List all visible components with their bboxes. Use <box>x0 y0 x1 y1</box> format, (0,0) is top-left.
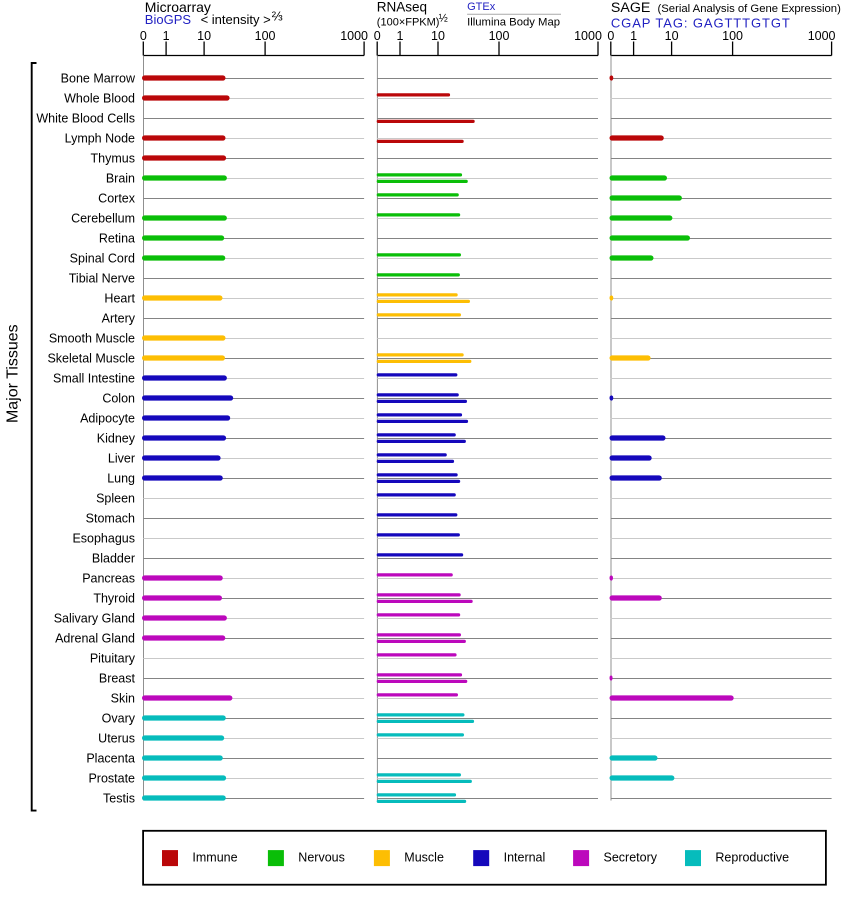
svg-text:0: 0 <box>607 29 614 43</box>
svg-text:RNAseq: RNAseq <box>377 0 427 15</box>
svg-text:Microarray: Microarray <box>145 0 211 15</box>
svg-text:Spinal Cord: Spinal Cord <box>70 252 135 266</box>
svg-text:Pancreas: Pancreas <box>82 572 135 586</box>
svg-text:White Blood Cells: White Blood Cells <box>36 112 135 126</box>
svg-text:1000: 1000 <box>340 29 368 43</box>
svg-text:Lymph Node: Lymph Node <box>65 132 135 146</box>
svg-text:Cerebellum: Cerebellum <box>71 212 135 226</box>
svg-text:Salivary Gland: Salivary Gland <box>54 612 135 626</box>
svg-text:Retina: Retina <box>99 232 135 246</box>
svg-text:Internal: Internal <box>504 851 546 865</box>
svg-text:GTEx: GTEx <box>467 1 496 13</box>
svg-text:1: 1 <box>163 29 170 43</box>
svg-text:1: 1 <box>397 29 404 43</box>
svg-text:Placenta: Placenta <box>86 752 135 766</box>
svg-text:Whole Blood: Whole Blood <box>64 92 135 106</box>
svg-text:1000: 1000 <box>808 29 836 43</box>
svg-text:100: 100 <box>255 29 276 43</box>
svg-text:BioGPS: BioGPS <box>145 12 192 27</box>
svg-text:Lung: Lung <box>107 472 135 486</box>
svg-text:Kidney: Kidney <box>97 432 136 446</box>
svg-text:Illumina Body Map: Illumina Body Map <box>467 17 560 29</box>
svg-text:Reproductive: Reproductive <box>715 851 789 865</box>
svg-text:Heart: Heart <box>104 292 135 306</box>
svg-text:Muscle: Muscle <box>404 851 444 865</box>
svg-text:< intensity >: < intensity > <box>201 12 271 27</box>
svg-text:Ovary: Ovary <box>102 712 136 726</box>
svg-text:Testis: Testis <box>103 792 135 806</box>
svg-text:10: 10 <box>665 29 679 43</box>
svg-text:Small Intestine: Small Intestine <box>53 372 135 386</box>
svg-text:Skeletal Muscle: Skeletal Muscle <box>47 352 135 366</box>
svg-text:Spleen: Spleen <box>96 492 135 506</box>
svg-text:Thymus: Thymus <box>91 152 135 166</box>
svg-text:100: 100 <box>489 29 510 43</box>
svg-text:½: ½ <box>439 12 448 24</box>
svg-text:Nervous: Nervous <box>298 851 345 865</box>
svg-text:1: 1 <box>630 29 637 43</box>
svg-text:Adrenal Gland: Adrenal Gland <box>55 632 135 646</box>
svg-text:Bladder: Bladder <box>92 552 135 566</box>
svg-text:(100×FPKM): (100×FPKM) <box>377 17 440 29</box>
svg-text:Liver: Liver <box>108 452 135 466</box>
svg-text:Brain: Brain <box>106 172 135 186</box>
svg-text:Stomach: Stomach <box>86 512 135 526</box>
svg-text:Tibial Nerve: Tibial Nerve <box>69 272 135 286</box>
svg-text:Artery: Artery <box>102 312 136 326</box>
svg-text:SAGE: SAGE <box>611 0 650 16</box>
svg-text:Adipocyte: Adipocyte <box>80 412 135 426</box>
svg-text:CGAP TAG: GAGTTTGTGT: CGAP TAG: GAGTTTGTGT <box>611 15 791 30</box>
svg-text:Major Tissues: Major Tissues <box>5 324 22 423</box>
svg-text:1000: 1000 <box>574 29 602 43</box>
svg-text:Skin: Skin <box>111 692 135 706</box>
svg-text:0: 0 <box>374 29 381 43</box>
svg-text:Esophagus: Esophagus <box>72 532 135 546</box>
svg-text:10: 10 <box>197 29 211 43</box>
svg-text:Cortex: Cortex <box>98 192 136 206</box>
svg-text:Secretory: Secretory <box>604 851 658 865</box>
svg-text:Thyroid: Thyroid <box>93 592 135 606</box>
svg-text:Bone Marrow: Bone Marrow <box>61 72 136 86</box>
svg-text:Immune: Immune <box>192 851 237 865</box>
svg-text:Pituitary: Pituitary <box>90 652 136 666</box>
svg-text:100: 100 <box>722 29 743 43</box>
svg-text:⅔: ⅔ <box>272 9 283 24</box>
svg-text:0: 0 <box>140 29 147 43</box>
svg-text:(Serial Analysis of Gene Expre: (Serial Analysis of Gene Expression) <box>658 3 842 15</box>
svg-text:Smooth Muscle: Smooth Muscle <box>49 332 135 346</box>
svg-text:Colon: Colon <box>102 392 135 406</box>
svg-text:10: 10 <box>431 29 445 43</box>
svg-text:Breast: Breast <box>99 672 136 686</box>
svg-text:Uterus: Uterus <box>98 732 135 746</box>
svg-text:Prostate: Prostate <box>88 772 135 786</box>
